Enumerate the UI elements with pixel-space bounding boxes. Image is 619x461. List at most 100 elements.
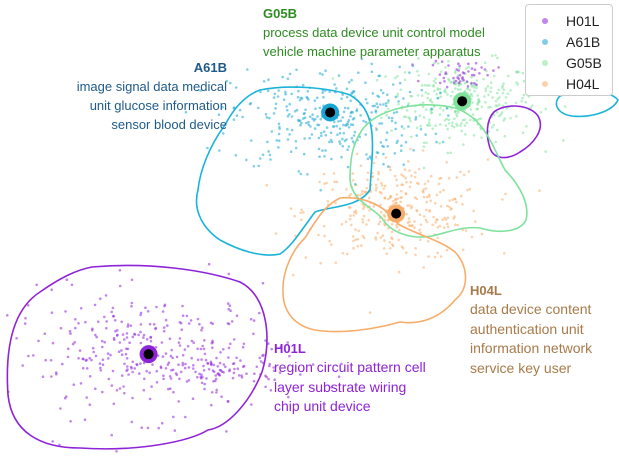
point-g05b [539,111,543,114]
point-a61b [385,138,388,142]
point-h01l [155,381,159,384]
point-h01l [68,329,72,333]
legend-marker-h04l [542,80,548,87]
point-h04l [365,186,369,190]
point-g05b [472,134,476,137]
point-g05b [331,77,335,80]
point-h01l [162,329,166,333]
point-a61b [277,132,281,136]
point-h01l [286,341,290,344]
point-h01l [6,314,9,317]
annotation-h04l: H04L data device content authentication … [470,281,618,378]
point-a61b [355,108,359,111]
point-h01l [417,79,420,83]
point-h01l [128,341,131,345]
centroid-h04l [391,208,402,219]
point-a61b [229,81,232,85]
point-h01l [218,361,222,365]
point-h01l [152,323,156,326]
point-h01l [183,366,187,370]
point-g05b [501,86,504,89]
point-h01l [107,357,110,360]
point-h01l [27,354,30,358]
point-h01l [264,339,267,342]
point-h04l [293,214,297,218]
point-a61b [290,92,294,96]
point-a61b [387,99,390,102]
legend-label-a61b: A61B [566,33,601,50]
point-a61b [345,138,348,141]
point-h01l [105,320,108,323]
point-h04l [414,171,417,174]
point-h01l [330,386,333,389]
point-h01l [226,302,230,305]
point-h01l [457,62,460,65]
point-h01l [452,81,456,85]
point-h01l [32,354,35,357]
point-g05b [495,91,499,95]
point-h04l [470,235,474,239]
point-g05b [451,103,455,106]
point-h04l [344,220,348,223]
point-h01l [250,403,253,406]
point-a61b [378,122,381,125]
point-h04l [419,238,422,241]
point-h04l [381,234,385,237]
point-a61b [414,118,418,121]
point-h01l [168,337,172,341]
annotation-h01l-line3: chip unit device [274,398,371,414]
point-h01l [98,362,102,365]
point-a61b [398,65,402,69]
point-h04l [427,255,430,258]
point-a61b [328,140,331,144]
point-h01l [475,83,478,86]
point-a61b [381,91,385,95]
point-a61b [284,92,287,96]
point-g05b [432,79,436,83]
point-h04l [446,222,449,226]
point-h01l [171,368,175,372]
point-g05b [516,83,520,86]
point-h01l [110,310,113,314]
point-g05b [461,118,465,122]
point-g05b [385,113,388,117]
point-h04l [299,211,303,215]
point-h01l [473,81,476,85]
legend-item-g05b: G05B [532,52,612,73]
point-a61b [322,95,325,99]
point-g05b [494,54,497,57]
point-h01l [228,368,231,372]
point-a61b [284,90,287,94]
point-h01l [196,375,199,379]
point-h01l [169,354,173,358]
point-h04l [407,160,410,163]
point-h01l [95,335,98,339]
point-g05b [498,114,501,118]
point-h04l [451,198,454,202]
point-h01l [146,426,150,430]
point-a61b [424,133,427,136]
point-a61b [364,133,368,136]
point-h01l [148,371,151,375]
point-h01l [103,315,106,319]
point-g05b [490,125,494,129]
point-h04l [413,196,417,199]
point-h01l [149,339,153,343]
point-g05b [386,107,390,111]
point-a61b [321,73,324,76]
point-h01l [240,376,244,379]
point-h01l [55,372,58,376]
point-g05b [428,121,431,124]
point-h01l [139,330,142,334]
point-g05b [471,101,474,104]
point-h01l [177,400,180,403]
point-g05b [497,88,501,92]
point-a61b [320,131,323,135]
point-h04l [368,209,371,212]
point-h04l [379,236,383,239]
legend-item-h01l: H01L [532,10,612,31]
point-h04l [361,189,364,193]
point-h01l [184,362,187,366]
point-a61b [339,119,343,122]
